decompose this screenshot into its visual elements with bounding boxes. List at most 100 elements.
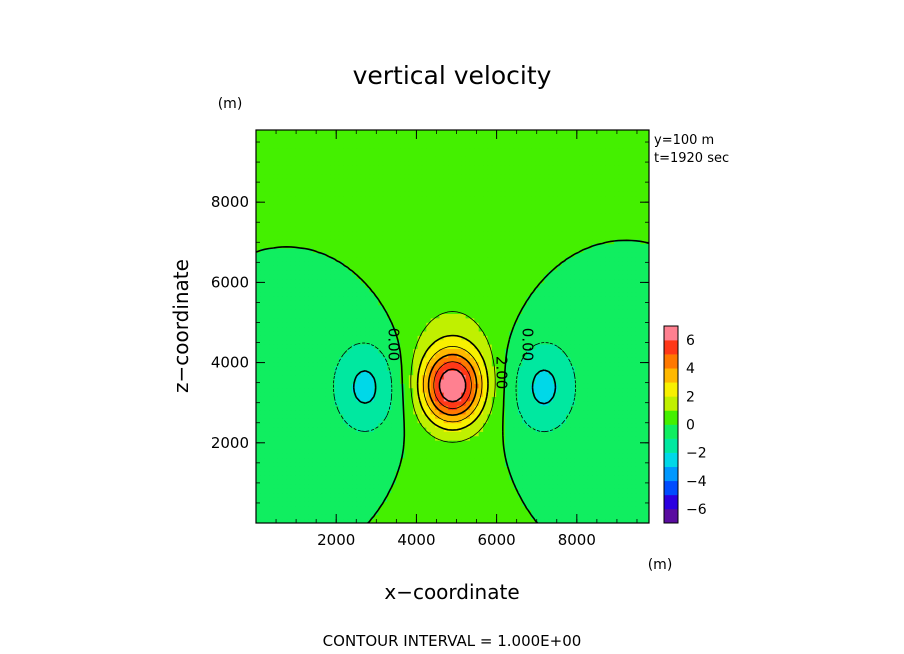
contour-fill-cell [465, 483, 471, 489]
contour-fill-cell [404, 396, 410, 402]
contour-fill-cell [518, 466, 523, 472]
contour-fill-cell [308, 343, 314, 349]
contour-fill-cell [614, 440, 620, 445]
contour-fill-cell [295, 509, 301, 515]
contour-fill-cell [583, 409, 589, 415]
contour-fill-cell [308, 483, 314, 489]
contour-fill-cell [391, 365, 397, 371]
contour-fill-cell [469, 370, 475, 376]
contour-fill-cell [535, 474, 541, 480]
contour-fill-cell [522, 309, 528, 314]
contour-fill-cell [627, 514, 633, 520]
contour-fill-cell [548, 313, 554, 319]
contour-fill-cell [622, 426, 628, 432]
contour-fill-cell [544, 348, 550, 354]
contour-fill-cell [365, 492, 371, 498]
contour-fill-cell [269, 313, 275, 319]
contour-fill-cell [644, 479, 649, 485]
contour-fill-cell [413, 413, 419, 419]
contour-fill-cell [382, 304, 388, 310]
contour-fill-cell [260, 317, 266, 323]
contour-fill-cell [474, 444, 480, 450]
contour-fill-cell [627, 444, 633, 450]
contour-fill-cell [395, 352, 401, 358]
contour-fill-cell [443, 461, 449, 467]
contour-fill-cell [618, 300, 624, 306]
contour-fill-cell [304, 339, 309, 345]
contour-fill-cell [640, 492, 646, 498]
contour-fill-cell [456, 466, 462, 472]
contour-fill-cell [365, 339, 371, 345]
contour-fill-cell [513, 335, 519, 341]
contour-fill-cell [387, 496, 392, 502]
contour-fill-cell [352, 304, 358, 310]
contour-fill-cell [317, 335, 323, 341]
contour-fill-cell [347, 505, 353, 511]
contour-fill-cell [304, 295, 309, 301]
contour-fill-cell [426, 392, 432, 397]
contour-fill-cell [548, 287, 554, 293]
contour-fill-cell [334, 317, 340, 323]
contour-fill-cell [461, 383, 467, 389]
contour-fill-cell [461, 453, 467, 459]
contour-fill-cell [531, 339, 537, 345]
contour-fill-cell [277, 291, 283, 297]
contour-fill-cell [439, 509, 445, 515]
contour-fill-cell [566, 509, 571, 515]
contour-fill-cell [465, 357, 471, 363]
contour-fill-cell [295, 466, 301, 472]
contour-fill-cell [448, 330, 454, 336]
contour-fill-cell [539, 291, 545, 297]
contour-fill-cell [448, 422, 454, 428]
contour-fill-cell [304, 335, 309, 341]
contour-fill-cell [338, 409, 344, 415]
contour-fill-cell [535, 405, 541, 411]
contour-fill-cell [627, 453, 633, 459]
contour-fill-cell [308, 309, 314, 314]
contour-fill-cell [561, 400, 567, 406]
contour-fill-cell [338, 518, 344, 523]
contour-fill-cell [557, 343, 563, 349]
contour-fill-cell [347, 365, 353, 371]
contour-fill-cell [400, 466, 406, 472]
contour-fill-cell [535, 466, 541, 472]
contour-fill-cell [474, 435, 480, 441]
contour-fill-cell [500, 357, 506, 363]
contour-fill-cell [290, 374, 296, 380]
contour-fill-cell [469, 304, 475, 310]
contour-fill-cell [614, 466, 620, 472]
contour-fill-cell [627, 413, 633, 419]
contour-fill-cell [426, 470, 432, 476]
contour-fill-cell [600, 339, 606, 345]
contour-fill-cell [640, 396, 646, 402]
contour-fill-cell [277, 370, 283, 376]
contour-fill-cell [566, 326, 571, 332]
contour-fill-cell [513, 483, 519, 489]
contour-fill-cell [273, 348, 279, 354]
contour-fill-cell [469, 317, 475, 323]
contour-fill-cell [579, 426, 585, 432]
contour-fill-cell [483, 300, 489, 306]
contour-fill-cell [478, 474, 484, 480]
contour-fill-cell [544, 466, 550, 472]
contour-fill-cell [531, 470, 537, 476]
contour-fill-cell [518, 352, 523, 358]
contour-fill-cell [622, 361, 628, 367]
contour-fill-cell [518, 483, 523, 489]
contour-fill-cell [627, 317, 633, 323]
contour-fill-cell [552, 348, 558, 354]
contour-fill-cell [387, 352, 392, 358]
contour-fill-cell [395, 488, 401, 494]
contour-fill-cell [413, 383, 419, 389]
contour-fill-cell [360, 330, 366, 336]
contour-fill-cell [640, 501, 646, 507]
contour-fill-cell [365, 509, 371, 515]
contour-fill-cell [644, 287, 649, 293]
contour-fill-cell [387, 392, 392, 397]
contour-fill-cell [500, 326, 506, 332]
contour-fill-cell [504, 309, 510, 314]
contour-fill-cell [347, 287, 353, 293]
contour-fill-cell [260, 470, 266, 476]
contour-fill-cell [579, 444, 585, 450]
contour-fill-cell [605, 461, 611, 467]
